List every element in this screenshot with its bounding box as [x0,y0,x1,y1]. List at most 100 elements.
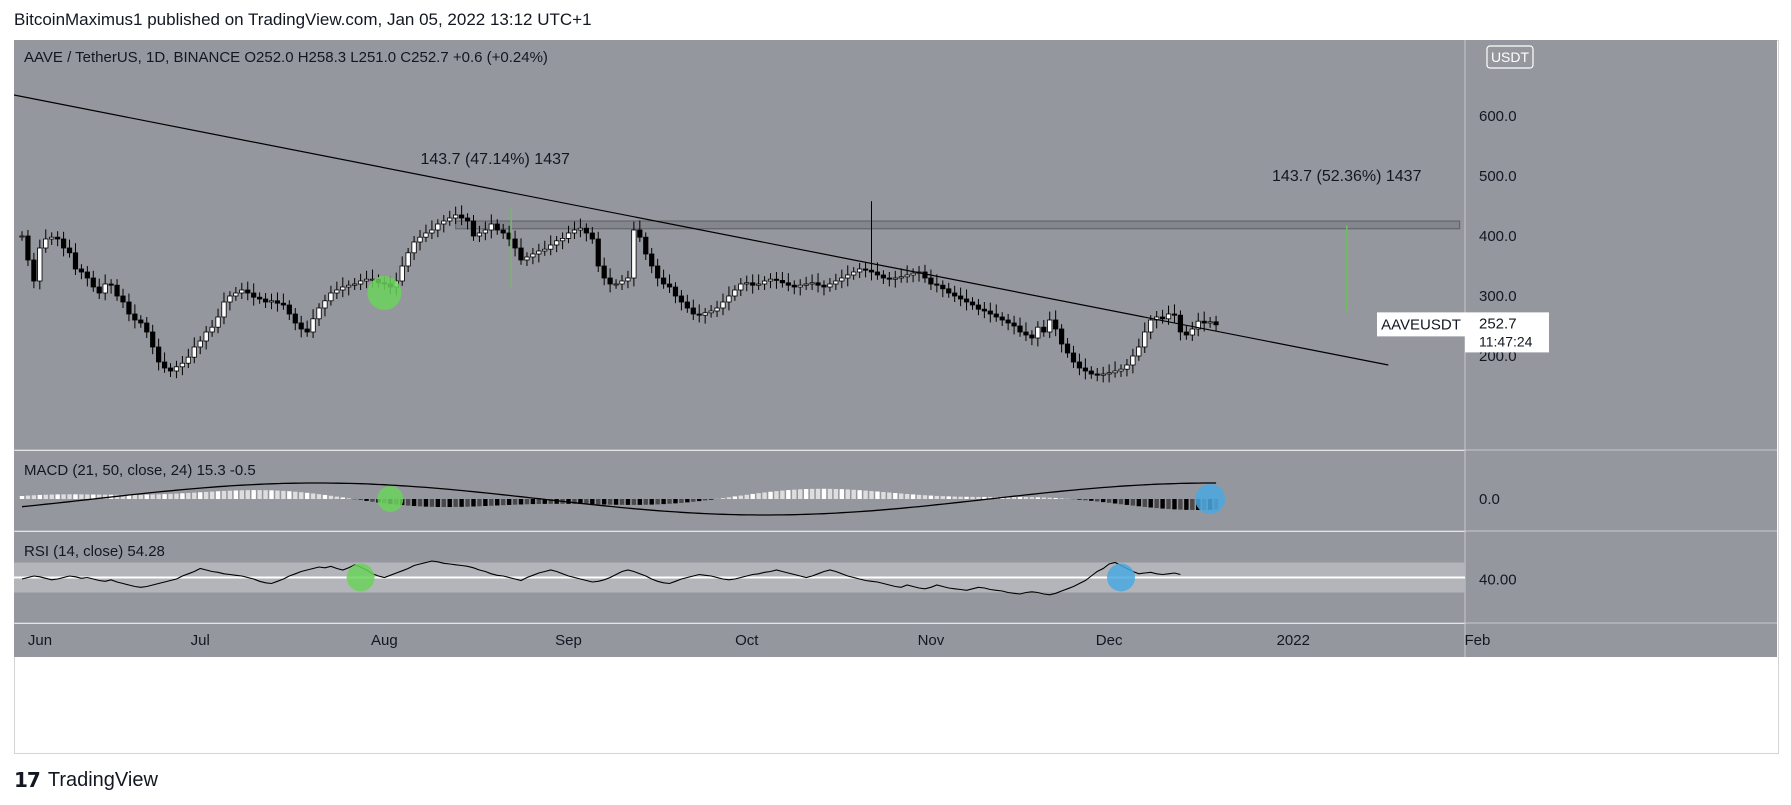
candle[interactable] [744,282,750,285]
candle[interactable] [530,253,536,258]
candle[interactable] [108,283,114,286]
candle[interactable] [613,283,619,286]
candle[interactable] [179,362,185,368]
candle[interactable] [120,295,126,303]
candle[interactable] [898,276,904,279]
candle[interactable] [660,277,667,285]
candle[interactable] [1017,325,1023,333]
candle[interactable] [756,283,762,286]
candle[interactable] [904,274,910,278]
candle[interactable] [958,295,964,300]
tradingview-brand[interactable]: 17 TradingView [14,768,158,792]
candle[interactable] [173,366,180,372]
candle[interactable] [1201,320,1207,324]
candle[interactable] [649,253,655,267]
candle[interactable] [815,282,821,286]
candle[interactable] [797,284,803,288]
candle[interactable] [280,302,286,306]
candle[interactable] [886,277,892,280]
candle[interactable] [1035,326,1041,339]
candle[interactable] [1076,361,1083,369]
candle[interactable] [773,278,780,281]
candle[interactable] [405,252,411,267]
candle[interactable] [666,283,673,288]
candle[interactable] [862,268,869,271]
descending-trendline[interactable] [14,94,1389,366]
candle[interactable] [554,240,560,246]
candle[interactable] [1047,319,1053,333]
candle[interactable] [1106,372,1112,375]
candle[interactable] [714,307,720,312]
candle[interactable] [577,227,584,231]
candle[interactable] [322,300,328,309]
candle[interactable] [1213,321,1219,326]
candle[interactable] [191,346,197,358]
candle[interactable] [910,272,916,276]
candle[interactable] [310,318,316,333]
candle[interactable] [328,292,334,302]
candle[interactable] [423,232,429,238]
candle[interactable] [1053,319,1059,330]
candle[interactable] [245,289,251,294]
candle[interactable] [738,283,744,291]
candle[interactable] [1100,373,1106,376]
candle[interactable] [215,316,221,328]
candle[interactable] [447,217,453,222]
candle[interactable] [672,286,679,297]
candle[interactable] [963,298,970,303]
candle[interactable] [257,296,263,300]
candle[interactable] [542,248,548,252]
candle[interactable] [429,229,435,234]
candle[interactable] [156,346,162,363]
candle[interactable] [298,322,304,330]
candle[interactable] [981,308,987,312]
candle[interactable] [845,274,851,279]
candle[interactable] [999,316,1005,321]
candle[interactable] [684,301,690,309]
candle[interactable] [476,232,483,237]
candle[interactable] [655,265,661,279]
candle[interactable] [892,277,898,280]
candle[interactable] [1059,328,1065,345]
candle[interactable] [583,227,589,234]
candle[interactable] [185,356,191,364]
candle[interactable] [595,238,601,267]
candle[interactable] [19,235,25,238]
candle[interactable] [874,271,881,276]
candle[interactable] [102,283,108,294]
candle[interactable] [779,279,785,284]
candle[interactable] [536,250,542,255]
candle[interactable] [524,256,530,261]
candle[interactable] [126,301,132,315]
candle[interactable] [601,265,607,279]
candle[interactable] [96,286,102,294]
candle[interactable] [518,247,524,261]
candle[interactable] [631,229,637,279]
candle[interactable] [161,361,168,369]
candle[interactable] [274,300,281,304]
candle[interactable] [197,340,203,348]
candle[interactable] [43,238,49,249]
candle[interactable] [334,289,340,294]
candle[interactable] [1023,331,1029,336]
candle[interactable] [969,301,976,306]
candle[interactable] [358,280,364,285]
candle[interactable] [857,268,863,273]
candle[interactable] [928,277,934,285]
candle[interactable] [607,277,613,285]
candle[interactable] [952,292,958,297]
candle[interactable] [589,232,595,240]
candle[interactable] [791,284,797,288]
candle[interactable] [946,288,952,294]
candle[interactable] [227,295,233,303]
candle[interactable] [1118,368,1124,372]
candle[interactable] [767,278,774,282]
candle[interactable] [138,319,144,324]
candle[interactable] [833,280,839,285]
candle[interactable] [233,292,239,297]
candle[interactable] [1088,370,1094,375]
candle[interactable] [1207,321,1213,324]
candle[interactable] [1148,319,1154,333]
candle[interactable] [1112,370,1118,374]
